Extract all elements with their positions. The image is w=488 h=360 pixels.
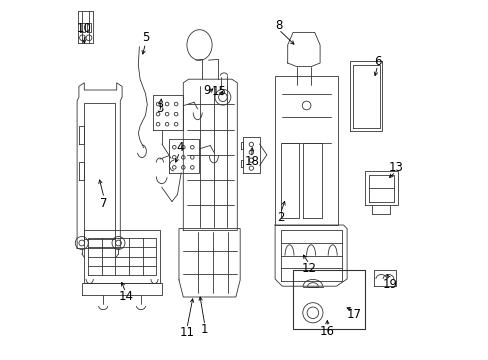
Text: 4: 4	[176, 141, 183, 154]
Text: 8: 8	[274, 19, 282, 32]
Text: 11: 11	[179, 327, 194, 339]
Text: 17: 17	[346, 309, 361, 321]
Text: 19: 19	[382, 278, 397, 291]
Text: 2: 2	[276, 211, 284, 224]
Text: 15: 15	[211, 85, 226, 98]
Text: 7: 7	[100, 197, 108, 210]
Text: 14: 14	[118, 291, 133, 303]
Text: 13: 13	[387, 161, 402, 174]
Text: 10: 10	[77, 22, 92, 35]
Text: 18: 18	[244, 156, 259, 168]
Text: 6: 6	[373, 55, 381, 68]
Text: 12: 12	[301, 262, 316, 275]
Text: 9: 9	[203, 84, 210, 96]
Text: 3: 3	[156, 102, 163, 114]
Text: 1: 1	[201, 323, 208, 336]
Text: 5: 5	[142, 31, 149, 44]
Text: 16: 16	[319, 325, 334, 338]
